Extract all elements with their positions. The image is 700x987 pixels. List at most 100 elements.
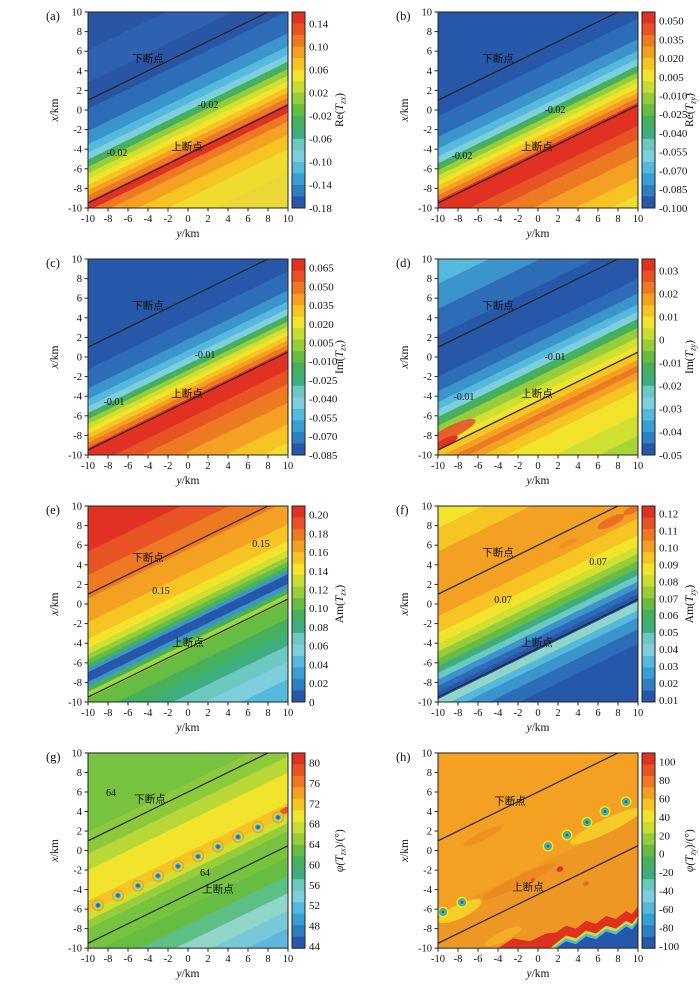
colorbar-segment xyxy=(292,810,305,823)
panel-letter: (d) xyxy=(396,256,411,270)
y-tick-label: 8 xyxy=(77,27,82,38)
x-tick-label: -8 xyxy=(104,461,113,472)
colorbar-segment xyxy=(642,563,655,576)
x-tick-label: 6 xyxy=(245,461,250,472)
contour-value-label: 0.15 xyxy=(152,586,170,597)
colorbar-frame xyxy=(641,258,656,456)
y-tick-label: 4 xyxy=(427,560,433,571)
colorbar-segment xyxy=(292,408,305,421)
y-tick-label: -10 xyxy=(68,944,82,955)
x-tick-label: -10 xyxy=(81,214,95,225)
colorbar-segment xyxy=(642,339,655,352)
colorbar-tensor-subscript: zy xyxy=(688,97,698,105)
y-tick-label: 8 xyxy=(427,274,432,285)
colorbar-tick-label: 0.07 xyxy=(659,593,679,605)
x-tick-label: 2 xyxy=(555,214,560,225)
colorbar-segment xyxy=(292,890,305,903)
x-tick-label: 4 xyxy=(575,954,581,965)
colorbar-segment xyxy=(292,138,305,151)
y-tick-label: 8 xyxy=(427,768,432,779)
colorbar-tick-label: 80 xyxy=(659,775,671,787)
x-tick-label: 8 xyxy=(265,461,270,472)
colorbar-tick-label: 44 xyxy=(309,941,321,953)
colorbar-segment xyxy=(642,23,655,36)
x-tick-label: 6 xyxy=(595,708,600,719)
colorbar-tick-label: -0.025 xyxy=(309,375,338,387)
x-tick-label: -8 xyxy=(454,214,463,225)
fault-label-lower-breakpoint: 下断点 xyxy=(132,52,164,65)
colorbar-tensor-subscript: zx xyxy=(338,97,348,105)
colorbar-segment xyxy=(642,678,655,691)
y-tick-label: -6 xyxy=(423,905,432,916)
colorbar-segment xyxy=(292,632,305,645)
x-tick-label: 4 xyxy=(575,214,581,225)
fault-line-upper-breakpoint xyxy=(437,598,639,698)
y-tick-label: -8 xyxy=(423,924,432,935)
colorbar-tick-label: 0.06 xyxy=(309,64,329,76)
phase-region-layer-3 xyxy=(556,921,638,949)
y-tick-label: -10 xyxy=(418,451,432,462)
y-tick-label: -4 xyxy=(423,145,432,156)
colorbar-segment xyxy=(292,196,305,209)
x-axis-var: y xyxy=(176,722,183,734)
colorbar-frame xyxy=(291,11,306,209)
colorbar-segment xyxy=(642,867,655,880)
x-tick-label: -4 xyxy=(494,461,503,472)
y-tick-label: 8 xyxy=(427,521,432,532)
colorbar-tensor-subscript: zx xyxy=(338,588,348,596)
y-tick-label: -4 xyxy=(73,145,82,156)
y-tick-label: -2 xyxy=(423,372,432,383)
x-tick-label: 2 xyxy=(205,708,210,719)
y-tick-label: -4 xyxy=(423,392,432,403)
colorbar-tick-label: 0.10 xyxy=(309,603,329,615)
colorbar-tick-label: 76 xyxy=(309,778,321,790)
colorbar-segment xyxy=(292,104,305,117)
x-axis-label: y/km xyxy=(176,968,200,980)
heatmap-field-e xyxy=(88,506,288,702)
colorbar-title-close: ) xyxy=(334,585,346,589)
colorbar-segment xyxy=(292,127,305,140)
fault-label-lower-breakpoint: 下断点 xyxy=(134,793,165,806)
colorbar-tick-label: 80 xyxy=(309,758,321,770)
colorbar-frame xyxy=(291,258,306,456)
x-axis-unit: /km xyxy=(532,722,550,734)
fault-line-lower-breakpoint xyxy=(87,505,269,595)
x-tick-label: 8 xyxy=(615,954,620,965)
colorbar-segment xyxy=(642,655,655,668)
colorbar-tick-label: 0.10 xyxy=(659,542,679,554)
colorbar-segment xyxy=(642,752,655,765)
fault-line-lower-breakpoint xyxy=(437,258,619,348)
y-tick-label: -8 xyxy=(423,184,432,195)
contour-value-label: 64 xyxy=(200,868,210,879)
colorbar-segment xyxy=(292,173,305,186)
y-tick-label: 2 xyxy=(77,827,82,838)
colorbar-tick-label: 0.09 xyxy=(659,559,679,571)
x-tick-label: 4 xyxy=(575,708,581,719)
x-tick-label: -4 xyxy=(494,214,503,225)
colorbar-segment xyxy=(292,844,305,857)
y-axis-label: x/km xyxy=(399,345,411,369)
y-tick-label: -2 xyxy=(73,866,82,877)
colorbar-segment xyxy=(642,506,655,519)
anomaly-dot-ring xyxy=(585,820,589,824)
x-tick-label: 6 xyxy=(245,708,250,719)
y-axis-label: x/km xyxy=(49,592,61,616)
colorbar-tick-label: 0.020 xyxy=(659,53,684,65)
colorbar-segment xyxy=(642,775,655,788)
x-tick-label: 0 xyxy=(535,708,540,719)
colorbar-tick-label: -0.01 xyxy=(659,358,682,370)
y-tick-label: -8 xyxy=(73,678,82,689)
y-tick-label: -6 xyxy=(73,905,82,916)
y-tick-label: 6 xyxy=(77,294,82,305)
colorbar-title-close: ) xyxy=(684,585,696,589)
colorbar-segment xyxy=(642,92,655,105)
x-tick-label: -10 xyxy=(81,461,95,472)
y-tick-label: -2 xyxy=(423,619,432,630)
y-axis-var: x xyxy=(49,857,61,863)
colorbar-segment xyxy=(642,293,655,306)
fault-line-lower-breakpoint xyxy=(87,752,269,842)
x-axis-unit: /km xyxy=(532,228,550,240)
y-tick-label: -10 xyxy=(418,944,432,955)
fault-line-upper-breakpoint xyxy=(87,845,289,944)
colorbar-frame xyxy=(641,752,656,949)
